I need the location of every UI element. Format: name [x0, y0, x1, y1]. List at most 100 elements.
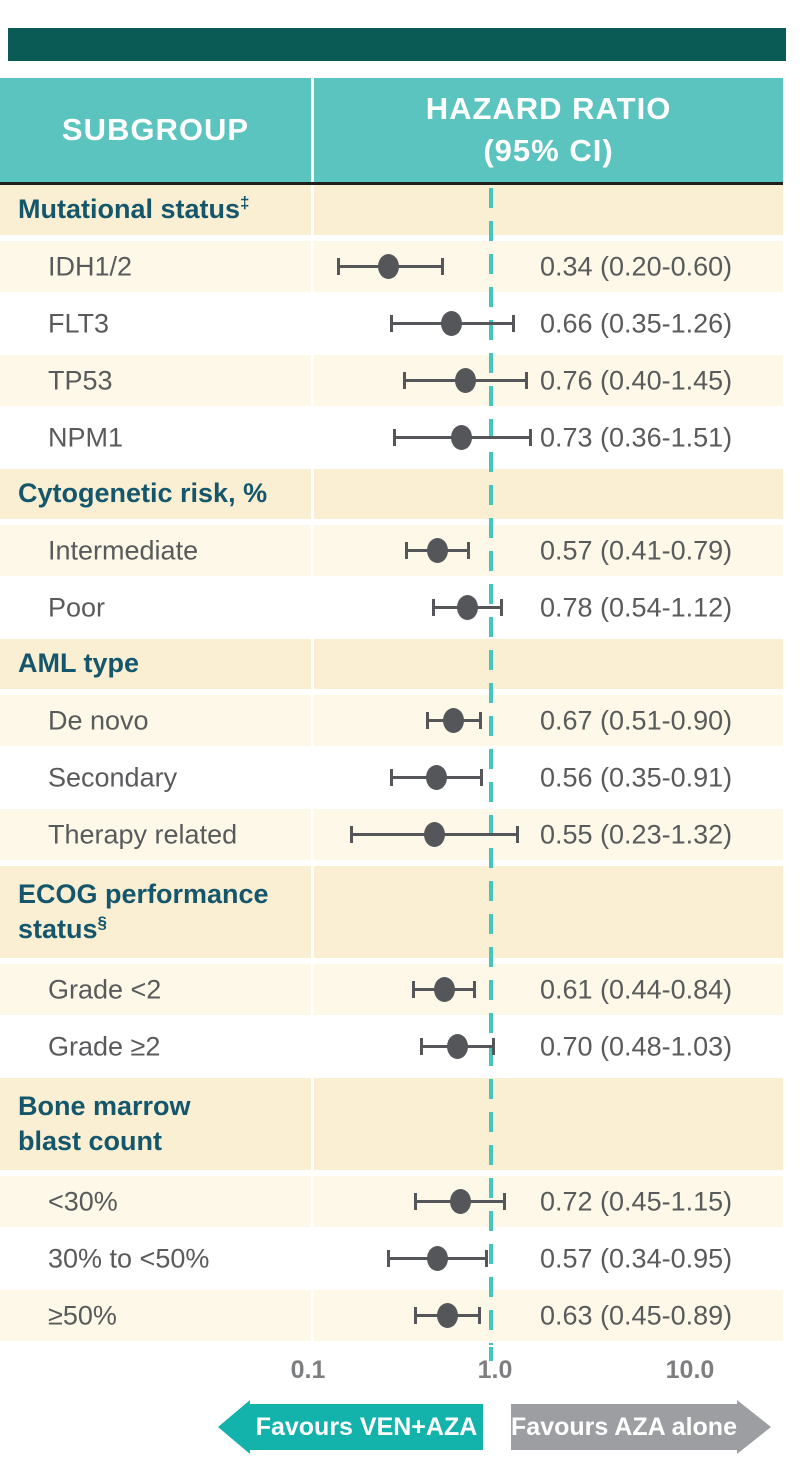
ci-cap-high [479, 712, 483, 729]
ci-cap-low [414, 1307, 418, 1324]
hazard-ratio-title-line1: HAZARD RATIO [425, 91, 672, 127]
data-row: TP53 0.76 (0.40-1.45) [0, 355, 783, 406]
column-header-subgroup: SUBGROUP [0, 78, 311, 182]
data-row: FLT3 0.66 (0.35-1.26) [0, 298, 783, 349]
hazard-ratio-value: 0.66 (0.35-1.26) [540, 308, 733, 338]
ci-cap-low [350, 826, 354, 843]
subgroup-label: Poor [48, 592, 106, 622]
favours-aza-alone-label: Favours AZA alone [511, 1404, 737, 1450]
ci-cap-low [387, 1250, 391, 1267]
hazard-ratio-point [436, 1303, 458, 1328]
ci-cap-low [405, 542, 409, 559]
hazard-ratio-point [433, 977, 455, 1002]
left-arrowhead-icon [218, 1400, 250, 1454]
hazard-ratio-point [446, 1034, 468, 1059]
ci-cap-low [390, 769, 394, 786]
ci-cap-high [478, 1307, 482, 1324]
hazard-ratio-value: 0.61 (0.44-0.84) [540, 974, 733, 1004]
hazard-ratio-value: 0.72 (0.45-1.15) [540, 1186, 733, 1216]
ci-cap-high [492, 1038, 496, 1055]
ci-cap-low [426, 712, 430, 729]
subgroup-label: TP53 [48, 365, 113, 395]
hazard-ratio-value: 0.56 (0.35-0.91) [540, 762, 733, 792]
subgroup-label: Secondary [48, 762, 178, 792]
data-row: <30% 0.72 (0.45-1.15) [0, 1176, 783, 1227]
subgroup-label: <30% [48, 1186, 118, 1216]
subgroup-label: Intermediate [48, 535, 199, 565]
hazard-ratio-value: 0.55 (0.23-1.32) [540, 819, 733, 849]
subgroup-label: Therapy related [48, 819, 238, 849]
category-row: Mutational status‡ [0, 185, 783, 235]
favours-aza-alone-arrow: Favours AZA alone [511, 1400, 771, 1454]
ci-cap-low [392, 429, 396, 446]
category-footnote-mark: § [97, 913, 107, 932]
ci-cap-high [472, 981, 476, 998]
data-row: IDH1/2 0.34 (0.20-0.60) [0, 241, 783, 292]
ci-cap-high [516, 826, 520, 843]
table-header: SUBGROUP HAZARD RATIO (95% CI) [0, 78, 783, 185]
subgroup-label: De novo [48, 705, 149, 735]
hazard-ratio-point [449, 1189, 471, 1214]
category-row: AML type [0, 639, 783, 689]
category-label: AML type [18, 648, 140, 679]
favours-ven-aza-label: Favours VEN+AZA [250, 1404, 483, 1450]
data-row: Secondary 0.56 (0.35-0.91) [0, 752, 783, 803]
data-row: Grade ≥2 0.70 (0.48-1.03) [0, 1021, 783, 1072]
category-footnote-mark: ‡ [240, 193, 250, 213]
data-row: Grade <2 0.61 (0.44-0.84) [0, 964, 783, 1015]
category-row: Bone marrow blast count [0, 1078, 783, 1170]
hazard-ratio-value: 0.63 (0.45-0.89) [540, 1300, 733, 1330]
ci-cap-high [500, 599, 504, 616]
reference-line-tail [489, 1347, 493, 1361]
ci-cap-low [336, 258, 340, 275]
hazard-ratio-value: 0.57 (0.41-0.79) [540, 535, 733, 565]
hazard-ratio-point [425, 765, 447, 790]
data-row: ≥50% 0.63 (0.45-0.89) [0, 1290, 783, 1341]
ci-cap-low [420, 1038, 424, 1055]
ci-cap-low [390, 315, 394, 332]
ci-cap-high [480, 769, 484, 786]
hazard-ratio-point [454, 368, 476, 393]
category-label: Bone marrow blast count [18, 1090, 191, 1156]
category-row: Cytogenetic risk, % [0, 469, 783, 519]
ci-cap-low [412, 981, 416, 998]
x-axis-tick-1-0: 1.0 [477, 1356, 513, 1384]
hazard-ratio-point [423, 822, 445, 847]
reference-line-dashed [489, 188, 493, 1345]
subgroup-label: 30% to <50% [48, 1243, 210, 1273]
category-label: Cytogenetic risk, % [18, 478, 268, 509]
hazard-ratio-point [427, 1246, 449, 1271]
ci-cap-low [431, 599, 435, 616]
ci-cap-high [528, 429, 532, 446]
hazard-ratio-point [377, 254, 399, 279]
hazard-ratio-title-line2: (95% CI) [483, 133, 614, 168]
hazard-ratio-point [427, 538, 449, 563]
hazard-ratio-point [457, 595, 479, 620]
column-divider-header [311, 78, 314, 182]
hazard-ratio-point [441, 311, 463, 336]
subgroup-label: IDH1/2 [48, 251, 133, 281]
subgroup-label: Grade ≥2 [48, 1031, 161, 1061]
data-row: De novo 0.67 (0.51-0.90) [0, 695, 783, 746]
column-divider [311, 185, 314, 1341]
x-axis-tick-0-1: 0.1 [290, 1356, 326, 1384]
data-row: NPM1 0.73 (0.36-1.51) [0, 412, 783, 463]
data-row: Therapy related 0.55 (0.23-1.32) [0, 809, 783, 860]
hazard-ratio-value: 0.34 (0.20-0.60) [540, 251, 733, 281]
right-arrowhead-icon [737, 1400, 771, 1454]
hazard-ratio-value: 0.78 (0.54-1.12) [540, 592, 733, 622]
category-label: ECOG performance status§ [18, 878, 269, 944]
data-row: 30% to <50% 0.57 (0.34-0.95) [0, 1233, 783, 1284]
data-row: Intermediate 0.57 (0.41-0.79) [0, 525, 783, 576]
subgroup-label: ≥50% [48, 1300, 117, 1330]
favours-ven-aza-arrow: Favours VEN+AZA [218, 1400, 483, 1454]
ci-cap-low [414, 1193, 418, 1210]
hazard-ratio-point [442, 708, 464, 733]
hazard-ratio-value: 0.76 (0.40-1.45) [540, 365, 733, 395]
ci-cap-high [466, 542, 470, 559]
category-label: Mutational status‡ [18, 193, 250, 225]
hazard-ratio-table: SUBGROUP HAZARD RATIO (95% CI) Mutationa… [0, 78, 783, 1347]
ci-cap-high [440, 258, 444, 275]
category-row: ECOG performance status§ [0, 866, 783, 958]
